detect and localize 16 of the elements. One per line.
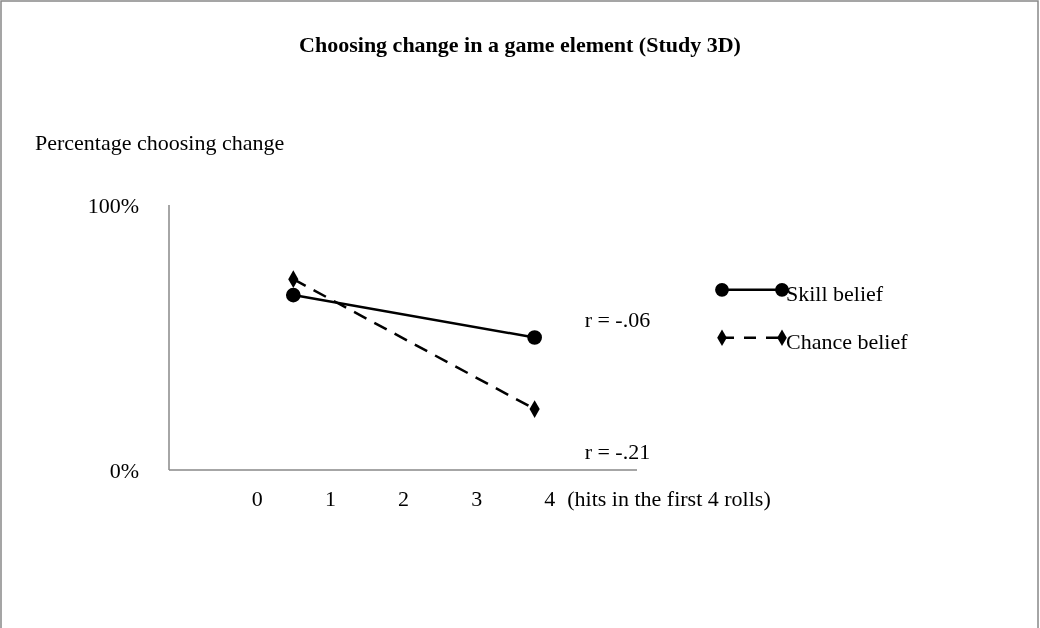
x-tick-label: 3 <box>471 485 483 511</box>
x-tick-label: 4 <box>544 485 556 511</box>
point <box>527 330 542 345</box>
legend-label: Chance belief <box>786 328 909 354</box>
annotation: r = -.06 <box>584 307 651 333</box>
annotation: r = -.21 <box>584 438 651 464</box>
x-tick-label: 1 <box>324 485 336 511</box>
chart-title: Choosing change in a game element (Study 3D) <box>299 32 741 57</box>
point <box>285 287 301 303</box>
y-tick-label: 0% <box>109 458 139 484</box>
x-tick-label: 2 <box>398 485 409 511</box>
y-axis-title: Percentage choosing change <box>35 130 285 155</box>
y-tick-label: 100% <box>87 193 139 219</box>
x-tick-label: 0 <box>251 485 263 511</box>
legend-label: Skill belief <box>786 280 884 306</box>
x-axis-title: (hits in the first 4 rolls) <box>567 485 771 511</box>
